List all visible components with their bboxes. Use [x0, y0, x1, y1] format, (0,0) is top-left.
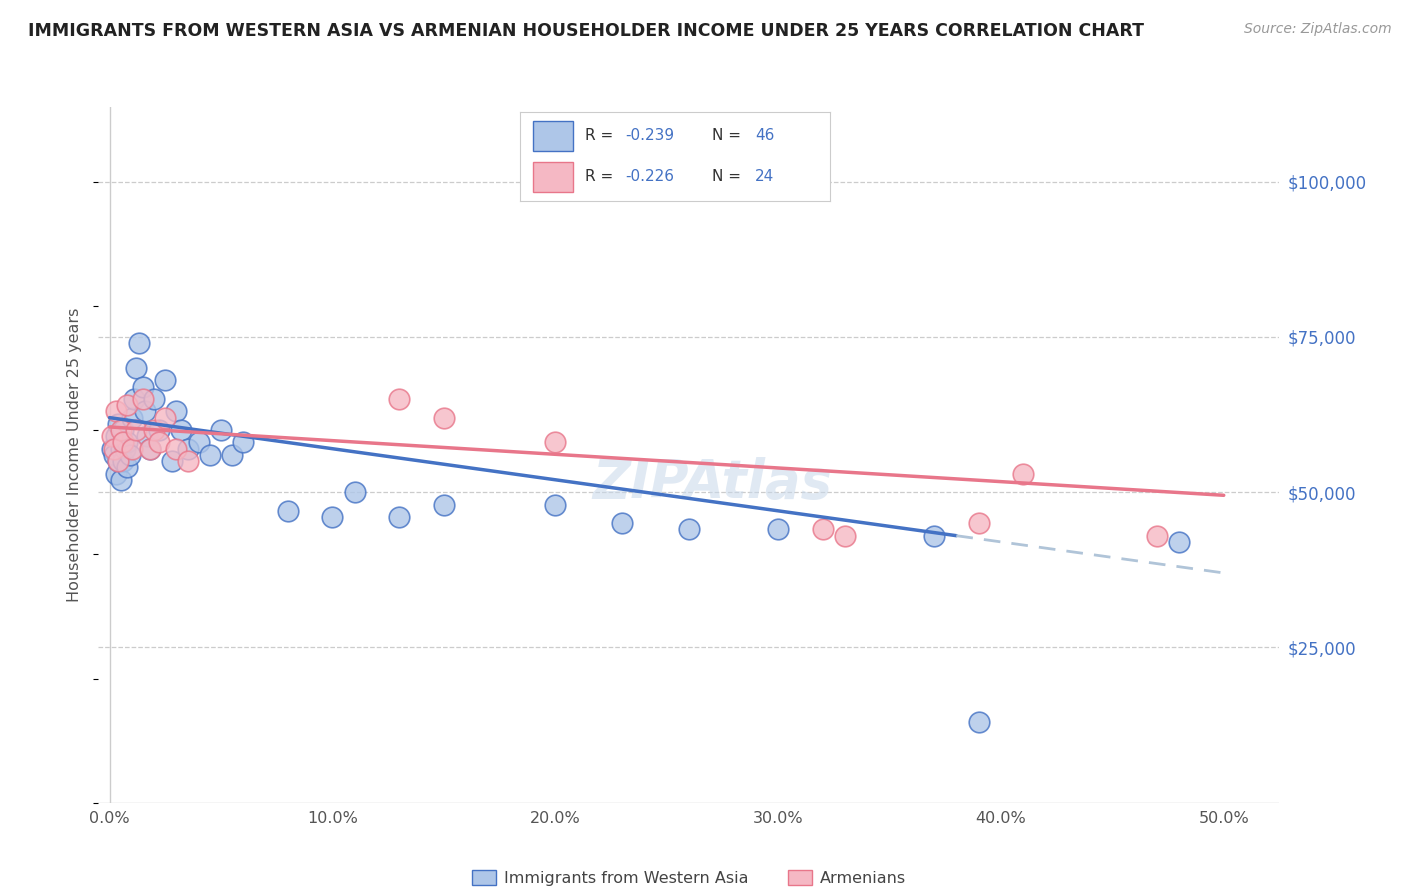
- Text: R =: R =: [585, 169, 619, 184]
- Point: [125, 423, 148, 437]
- Point: [117, 398, 139, 412]
- Point: [143, 392, 166, 406]
- Point: [155, 410, 177, 425]
- Point: [170, 423, 193, 437]
- Point: [101, 429, 124, 443]
- Point: [343, 485, 366, 500]
- Point: [114, 442, 136, 456]
- Point: [148, 435, 170, 450]
- Point: [277, 504, 299, 518]
- Point: [176, 442, 198, 456]
- Point: [176, 454, 198, 468]
- Text: N =: N =: [711, 169, 745, 184]
- Legend: Immigrants from Western Asia, Armenians: Immigrants from Western Asia, Armenians: [465, 863, 912, 892]
- Point: [134, 404, 156, 418]
- Point: [122, 392, 145, 406]
- Text: R =: R =: [585, 128, 619, 143]
- Point: [232, 435, 254, 450]
- Text: -0.239: -0.239: [626, 128, 675, 143]
- Point: [160, 454, 183, 468]
- Point: [1012, 467, 1035, 481]
- Point: [110, 442, 132, 456]
- Point: [165, 404, 187, 418]
- Point: [1146, 529, 1168, 543]
- Point: [107, 454, 129, 468]
- FancyBboxPatch shape: [533, 162, 572, 192]
- Point: [107, 417, 129, 431]
- Point: [125, 360, 148, 375]
- Point: [209, 423, 232, 437]
- Point: [117, 460, 139, 475]
- Point: [132, 379, 155, 393]
- Point: [121, 442, 143, 456]
- Point: [111, 423, 134, 437]
- Point: [967, 714, 990, 729]
- Point: [103, 448, 125, 462]
- Point: [110, 473, 132, 487]
- Text: 46: 46: [755, 128, 775, 143]
- Point: [105, 429, 128, 443]
- Point: [138, 442, 160, 456]
- Point: [165, 442, 187, 456]
- Point: [834, 529, 856, 543]
- FancyBboxPatch shape: [533, 121, 572, 151]
- Point: [388, 510, 411, 524]
- Point: [136, 429, 159, 443]
- Point: [967, 516, 990, 531]
- Text: ZIPAtlas: ZIPAtlas: [592, 457, 832, 508]
- Text: -0.226: -0.226: [626, 169, 675, 184]
- Point: [678, 523, 700, 537]
- Point: [132, 392, 155, 406]
- Point: [101, 442, 124, 456]
- Point: [221, 448, 243, 462]
- Text: IMMIGRANTS FROM WESTERN ASIA VS ARMENIAN HOUSEHOLDER INCOME UNDER 25 YEARS CORRE: IMMIGRANTS FROM WESTERN ASIA VS ARMENIAN…: [28, 22, 1144, 40]
- Point: [544, 498, 567, 512]
- Point: [433, 410, 456, 425]
- Point: [766, 523, 789, 537]
- Point: [544, 435, 567, 450]
- Point: [103, 442, 125, 456]
- Point: [922, 529, 945, 543]
- Point: [128, 336, 150, 351]
- Y-axis label: Householder Income Under 25 years: Householder Income Under 25 years: [67, 308, 83, 602]
- Point: [1168, 534, 1191, 549]
- Point: [155, 373, 177, 387]
- Point: [117, 435, 139, 450]
- Point: [110, 423, 132, 437]
- Point: [138, 442, 160, 456]
- Point: [105, 467, 128, 481]
- Point: [111, 454, 134, 468]
- Text: 24: 24: [755, 169, 775, 184]
- Point: [187, 435, 209, 450]
- Point: [111, 435, 134, 450]
- Point: [610, 516, 633, 531]
- Point: [105, 404, 128, 418]
- Point: [121, 410, 143, 425]
- Point: [388, 392, 411, 406]
- Point: [321, 510, 343, 524]
- Point: [148, 423, 170, 437]
- Point: [143, 423, 166, 437]
- Text: Source: ZipAtlas.com: Source: ZipAtlas.com: [1244, 22, 1392, 37]
- Point: [198, 448, 221, 462]
- Point: [811, 523, 834, 537]
- Point: [433, 498, 456, 512]
- Text: N =: N =: [711, 128, 745, 143]
- Point: [107, 454, 129, 468]
- Point: [118, 448, 141, 462]
